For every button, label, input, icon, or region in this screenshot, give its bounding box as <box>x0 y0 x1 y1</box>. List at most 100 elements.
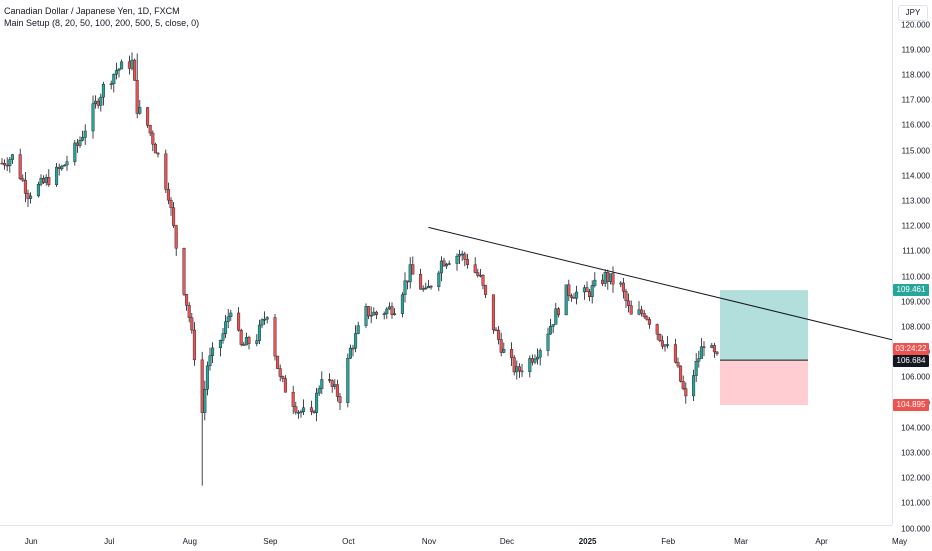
price-chart[interactable] <box>0 0 892 525</box>
candle <box>260 318 264 329</box>
trendline-layer[interactable] <box>428 226 892 349</box>
candle <box>81 130 85 142</box>
price-tick-label: 109.000 <box>901 297 930 307</box>
trendline[interactable] <box>428 226 892 349</box>
candle <box>291 385 295 415</box>
chart-pane[interactable]: Canadian Dollar / Japanese Yen, 1D, FXCM… <box>0 0 892 525</box>
candle <box>224 314 228 339</box>
candle <box>0 158 4 165</box>
candle <box>320 371 324 395</box>
candle <box>447 260 451 266</box>
time-tick-label: Jul <box>104 537 115 546</box>
candle <box>78 136 82 148</box>
candle <box>679 365 683 383</box>
candle <box>112 73 116 93</box>
candle <box>673 338 677 364</box>
candle <box>569 293 573 302</box>
stop-price-label: 104.895 <box>893 399 929 412</box>
candle <box>702 341 706 357</box>
candle <box>528 355 532 378</box>
indicator-title[interactable]: Main Setup (8, 20, 50, 100, 200, 500, 5,… <box>4 18 200 28</box>
long-position-tool[interactable] <box>720 290 808 406</box>
candle <box>478 269 482 278</box>
candle <box>317 385 321 396</box>
stop-zone[interactable] <box>720 360 808 406</box>
candle <box>117 67 121 78</box>
candle <box>265 316 269 324</box>
candle <box>538 348 542 366</box>
candle <box>608 273 612 285</box>
candle <box>120 59 124 70</box>
candle <box>629 300 633 315</box>
candle <box>666 336 670 349</box>
candle <box>101 81 105 106</box>
candle <box>135 53 139 119</box>
candle <box>463 251 467 267</box>
candle <box>299 409 303 418</box>
price-tick-label: 116.000 <box>901 120 930 130</box>
candle <box>351 344 355 357</box>
candle <box>153 142 157 154</box>
candle <box>218 339 222 357</box>
time-axis[interactable]: Jun Jul Aug Sep Oct Nov Dec 2025 Feb Mar Apr May <box>0 525 907 551</box>
candle <box>393 308 397 316</box>
candle <box>642 310 646 319</box>
candle <box>406 280 410 290</box>
candle <box>520 363 524 377</box>
candle <box>390 302 394 319</box>
candle <box>637 301 641 316</box>
candle <box>83 124 87 145</box>
candle <box>172 202 176 228</box>
candle <box>356 321 360 335</box>
price-tick-label: 100.000 <box>901 524 930 533</box>
candle <box>200 351 204 486</box>
candle <box>10 153 14 165</box>
time-tick-label: May <box>892 537 908 546</box>
time-tick-label: Nov <box>421 537 437 546</box>
candle <box>476 268 480 278</box>
candle <box>484 284 488 299</box>
candle <box>408 257 412 289</box>
candle <box>387 302 391 310</box>
price-tick-label: 101.000 <box>901 498 930 508</box>
candle <box>229 309 233 321</box>
candle <box>382 311 386 320</box>
candle <box>257 319 261 345</box>
candle <box>208 347 212 371</box>
candle <box>369 306 373 324</box>
symbol-title[interactable]: Canadian Dollar / Japanese Yen, 1D, FXCM <box>4 6 180 16</box>
time-tick-label: Sep <box>263 537 278 546</box>
price-tick-label: 111.000 <box>902 246 930 256</box>
candle <box>39 174 43 187</box>
candle <box>655 323 659 341</box>
candle <box>437 270 441 292</box>
candle <box>348 344 352 359</box>
candle <box>221 327 225 344</box>
candle <box>96 98 100 109</box>
candle <box>130 52 134 71</box>
candle <box>556 307 560 318</box>
time-tick-label: Dec <box>499 537 515 546</box>
candle <box>593 272 597 288</box>
candle <box>536 348 540 365</box>
candle <box>127 55 131 75</box>
candle <box>239 328 243 347</box>
candle <box>335 379 339 402</box>
current-price-label: 106.684 <box>893 355 929 368</box>
candle <box>712 342 716 358</box>
candle <box>21 174 25 182</box>
candle <box>424 282 428 290</box>
candle <box>190 312 194 334</box>
candle <box>645 315 649 321</box>
candle <box>5 157 9 171</box>
target-zone[interactable] <box>720 290 808 361</box>
currency-button[interactable]: JPY <box>898 5 928 21</box>
price-axis[interactable]: 120.000 119.000 118.000 117.000 116.000 115.0… <box>892 0 932 533</box>
candle <box>205 361 209 396</box>
candle <box>491 294 495 334</box>
candle <box>627 293 631 313</box>
candle <box>138 100 142 115</box>
price-tick-label: 102.000 <box>901 473 930 483</box>
candle <box>328 373 332 383</box>
price-tick-label: 110.000 <box>901 272 930 281</box>
